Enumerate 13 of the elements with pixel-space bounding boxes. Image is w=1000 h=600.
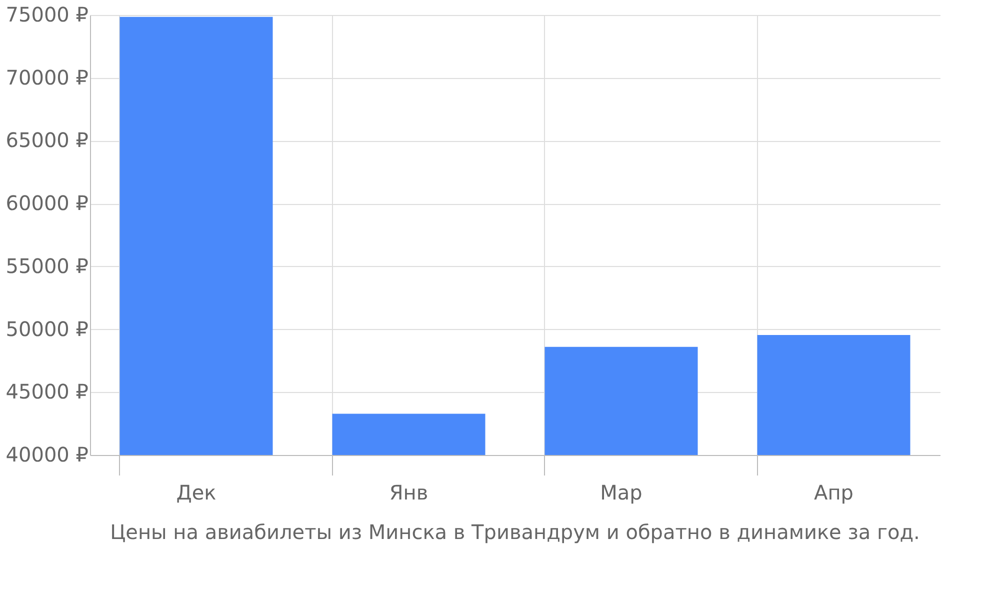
x-tick-label: Дек: [176, 480, 216, 504]
x-tick-label: Апр: [814, 480, 854, 504]
y-tick-label: 70000 ₽: [6, 65, 89, 90]
y-tick-label: 55000 ₽: [6, 254, 89, 278]
y-tick-label: 75000 ₽: [6, 2, 89, 26]
y-tick-label: 65000 ₽: [6, 128, 89, 152]
y-tick-label: 60000 ₽: [6, 191, 89, 216]
y-tick-label: 40000 ₽: [6, 442, 89, 466]
text: Цены на авиабилеты из Минска в Тривандрум и обратно в динамике за год.: [110, 520, 920, 544]
x-tick-label: Мар: [600, 480, 642, 504]
y-tick-label: 50000 ₽: [6, 316, 89, 341]
y-tick-label: 45000 ₽: [6, 380, 89, 404]
x-tick-label: Янв: [389, 480, 428, 504]
